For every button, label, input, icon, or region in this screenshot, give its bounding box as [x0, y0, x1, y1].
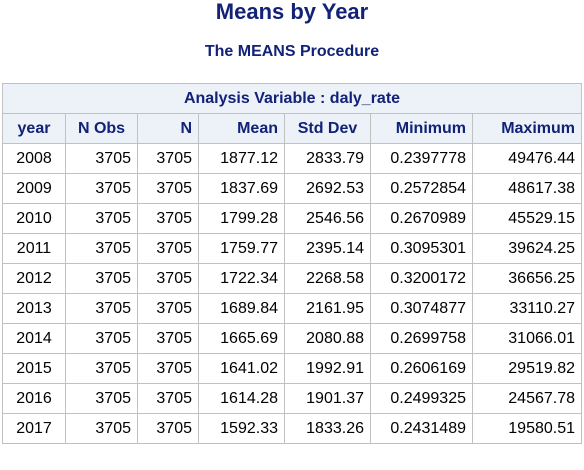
mean-cell: 1837.69 [198, 173, 285, 204]
means-table: Analysis Variable : daly_rate year N Obs… [2, 83, 582, 444]
mean-cell: 1877.12 [198, 143, 285, 174]
column-header-n-obs: N Obs [65, 113, 138, 144]
table-row: 2009 3705 3705 1837.69 2692.53 0.2572854 48617… [2, 173, 582, 204]
n-obs-cell: 3705 [65, 293, 138, 324]
year-cell: 2015 [2, 353, 66, 384]
n-obs-cell: 3705 [65, 323, 138, 354]
mean-cell: 1665.69 [198, 323, 285, 354]
n-cell: 3705 [137, 263, 199, 294]
column-header-std-dev: Std Dev [284, 113, 371, 144]
n-obs-cell: 3705 [65, 413, 138, 444]
maximum-cell: 31066.01 [472, 323, 582, 354]
column-header-year: year [2, 113, 66, 144]
year-cell: 2012 [2, 263, 66, 294]
n-cell: 3705 [137, 173, 199, 204]
n-cell: 3705 [137, 353, 199, 384]
maximum-cell: 24567.78 [472, 383, 582, 414]
mean-cell: 1722.34 [198, 263, 285, 294]
year-cell: 2008 [2, 143, 66, 174]
n-cell: 3705 [137, 233, 199, 264]
table-body: 2008 3705 3705 1877.12 2833.79 0.2397778 49476… [2, 143, 582, 444]
year-cell: 2014 [2, 323, 66, 354]
year-cell: 2013 [2, 293, 66, 324]
maximum-cell: 48617.38 [472, 173, 582, 204]
table-row: 2010 3705 3705 1799.28 2546.56 0.2670989 45529… [2, 203, 582, 234]
minimum-cell: 0.2397778 [370, 143, 473, 174]
mean-cell: 1592.33 [198, 413, 285, 444]
table-row: 2008 3705 3705 1877.12 2833.79 0.2397778 49476… [2, 143, 582, 174]
mean-cell: 1799.28 [198, 203, 285, 234]
mean-cell: 1689.84 [198, 293, 285, 324]
column-header-row: year N Obs N Mean Std Dev Minimum Maximu… [2, 113, 582, 144]
std-dev-cell: 2161.95 [284, 293, 371, 324]
column-header-minimum: Minimum [370, 113, 473, 144]
minimum-cell: 0.3095301 [370, 233, 473, 264]
table-row: 2013 3705 3705 1689.84 2161.95 0.3074877 33110… [2, 293, 582, 324]
year-cell: 2010 [2, 203, 66, 234]
table-row: 2011 3705 3705 1759.77 2395.14 0.3095301 39624… [2, 233, 582, 264]
table-row: 2015 3705 3705 1641.02 1992.91 0.2606169 29519… [2, 353, 582, 384]
year-cell: 2009 [2, 173, 66, 204]
n-obs-cell: 3705 [65, 353, 138, 384]
n-obs-cell: 3705 [65, 233, 138, 264]
column-header-mean: Mean [198, 113, 285, 144]
std-dev-cell: 2395.14 [284, 233, 371, 264]
n-cell: 3705 [137, 413, 199, 444]
table-row: 2014 3705 3705 1665.69 2080.88 0.2699758 31066… [2, 323, 582, 354]
year-cell: 2016 [2, 383, 66, 414]
analysis-variable-caption: Analysis Variable : daly_rate [2, 83, 582, 114]
column-header-maximum: Maximum [472, 113, 582, 144]
n-cell: 3705 [137, 383, 199, 414]
maximum-cell: 29519.82 [472, 353, 582, 384]
minimum-cell: 0.2606169 [370, 353, 473, 384]
minimum-cell: 0.2670989 [370, 203, 473, 234]
std-dev-cell: 2833.79 [284, 143, 371, 174]
std-dev-cell: 1833.26 [284, 413, 371, 444]
minimum-cell: 0.3074877 [370, 293, 473, 324]
column-header-n: N [137, 113, 199, 144]
minimum-cell: 0.2431489 [370, 413, 473, 444]
minimum-cell: 0.2699758 [370, 323, 473, 354]
maximum-cell: 45529.15 [472, 203, 582, 234]
maximum-cell: 36656.25 [472, 263, 582, 294]
year-cell: 2017 [2, 413, 66, 444]
maximum-cell: 19580.51 [472, 413, 582, 444]
minimum-cell: 0.3200172 [370, 263, 473, 294]
n-cell: 3705 [137, 203, 199, 234]
std-dev-cell: 1992.91 [284, 353, 371, 384]
procedure-subtitle: The MEANS Procedure [204, 43, 380, 60]
mean-cell: 1641.02 [198, 353, 285, 384]
std-dev-cell: 2080.88 [284, 323, 371, 354]
n-cell: 3705 [137, 143, 199, 174]
n-obs-cell: 3705 [65, 383, 138, 414]
std-dev-cell: 2268.58 [284, 263, 371, 294]
std-dev-cell: 1901.37 [284, 383, 371, 414]
table-row: 2012 3705 3705 1722.34 2268.58 0.3200172 36656… [2, 263, 582, 294]
minimum-cell: 0.2499325 [370, 383, 473, 414]
n-obs-cell: 3705 [65, 263, 138, 294]
n-cell: 3705 [137, 293, 199, 324]
table-row: 2016 3705 3705 1614.28 1901.37 0.2499325 24567… [2, 383, 582, 414]
n-obs-cell: 3705 [65, 203, 138, 234]
minimum-cell: 0.2572854 [370, 173, 473, 204]
table-row: 2017 3705 3705 1592.33 1833.26 0.2431489 19580… [2, 413, 582, 444]
year-cell: 2011 [2, 233, 66, 264]
maximum-cell: 33110.27 [472, 293, 582, 324]
maximum-cell: 39624.25 [472, 233, 582, 264]
mean-cell: 1614.28 [198, 383, 285, 414]
n-cell: 3705 [137, 323, 199, 354]
n-obs-cell: 3705 [65, 173, 138, 204]
std-dev-cell: 2692.53 [284, 173, 371, 204]
std-dev-cell: 2546.56 [284, 203, 371, 234]
mean-cell: 1759.77 [198, 233, 285, 264]
maximum-cell: 49476.44 [472, 143, 582, 174]
page-title: Means by Year [215, 0, 369, 24]
n-obs-cell: 3705 [65, 143, 138, 174]
